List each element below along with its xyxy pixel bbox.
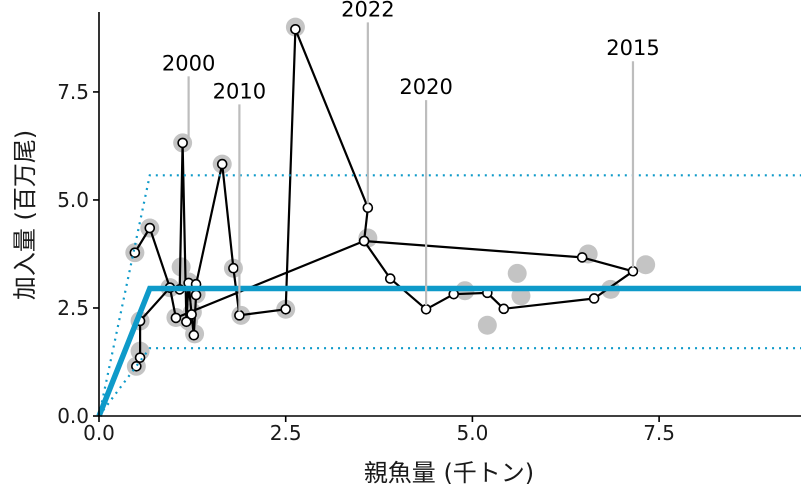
year-label: 2020 — [399, 75, 452, 99]
observed-point — [507, 263, 527, 283]
year-label: 2000 — [162, 51, 215, 75]
model-points-layer — [129, 23, 639, 372]
y-tick-label: 5.0 — [57, 188, 89, 212]
observed-point — [636, 255, 656, 275]
model-path-layer — [133, 28, 635, 367]
model-point — [134, 352, 146, 363]
upper-bound-line — [97, 174, 801, 417]
model-point — [144, 222, 156, 234]
model-point — [234, 310, 245, 321]
model-point — [188, 329, 200, 341]
model-point — [627, 265, 639, 277]
x-axis-title: 親魚量 (千トン) — [364, 459, 534, 487]
lower-bound-line — [98, 347, 801, 417]
year-label: 2022 — [341, 0, 394, 21]
model-point — [190, 289, 202, 301]
reference-lines-layer — [96, 174, 801, 418]
y-tick-label: 7.5 — [57, 80, 89, 104]
model-point — [358, 235, 370, 247]
x-tick-label: 5.0 — [456, 421, 488, 445]
observed-point — [477, 315, 497, 335]
model-point — [186, 309, 197, 320]
y-tick-label: 2.5 — [57, 296, 89, 320]
model-point — [280, 303, 292, 315]
model-point — [131, 361, 142, 372]
year-annotations-layer: 2000 2010 2022 2020 2015 — [162, 0, 660, 312]
y-axis-title: 加入量 (百万尾) — [11, 130, 39, 300]
x-tick-label: 0.0 — [83, 421, 115, 445]
model-point — [129, 247, 141, 258]
model-point — [576, 252, 588, 263]
year-label: 2015 — [606, 36, 659, 60]
model-point — [181, 316, 192, 328]
model-point — [498, 303, 510, 315]
model-point — [420, 303, 432, 315]
model-point — [170, 312, 182, 324]
model-point — [290, 23, 301, 35]
model-point — [362, 202, 374, 214]
x-tick-label: 2.5 — [270, 421, 302, 445]
year-label: 2010 — [213, 79, 266, 103]
model-point — [588, 293, 600, 304]
y-tick-label: 0.0 — [57, 404, 89, 428]
axes-layer: 0.0 2.5 5.0 7.5 0.0 2.5 5.0 7.5 — [57, 12, 801, 445]
median-recruitment-line — [96, 285, 801, 418]
model-path-line — [133, 28, 635, 367]
model-point — [384, 273, 396, 284]
model-point — [228, 262, 239, 274]
x-tick-label: 7.5 — [643, 421, 675, 445]
model-point — [177, 137, 188, 149]
model-point — [216, 158, 228, 170]
